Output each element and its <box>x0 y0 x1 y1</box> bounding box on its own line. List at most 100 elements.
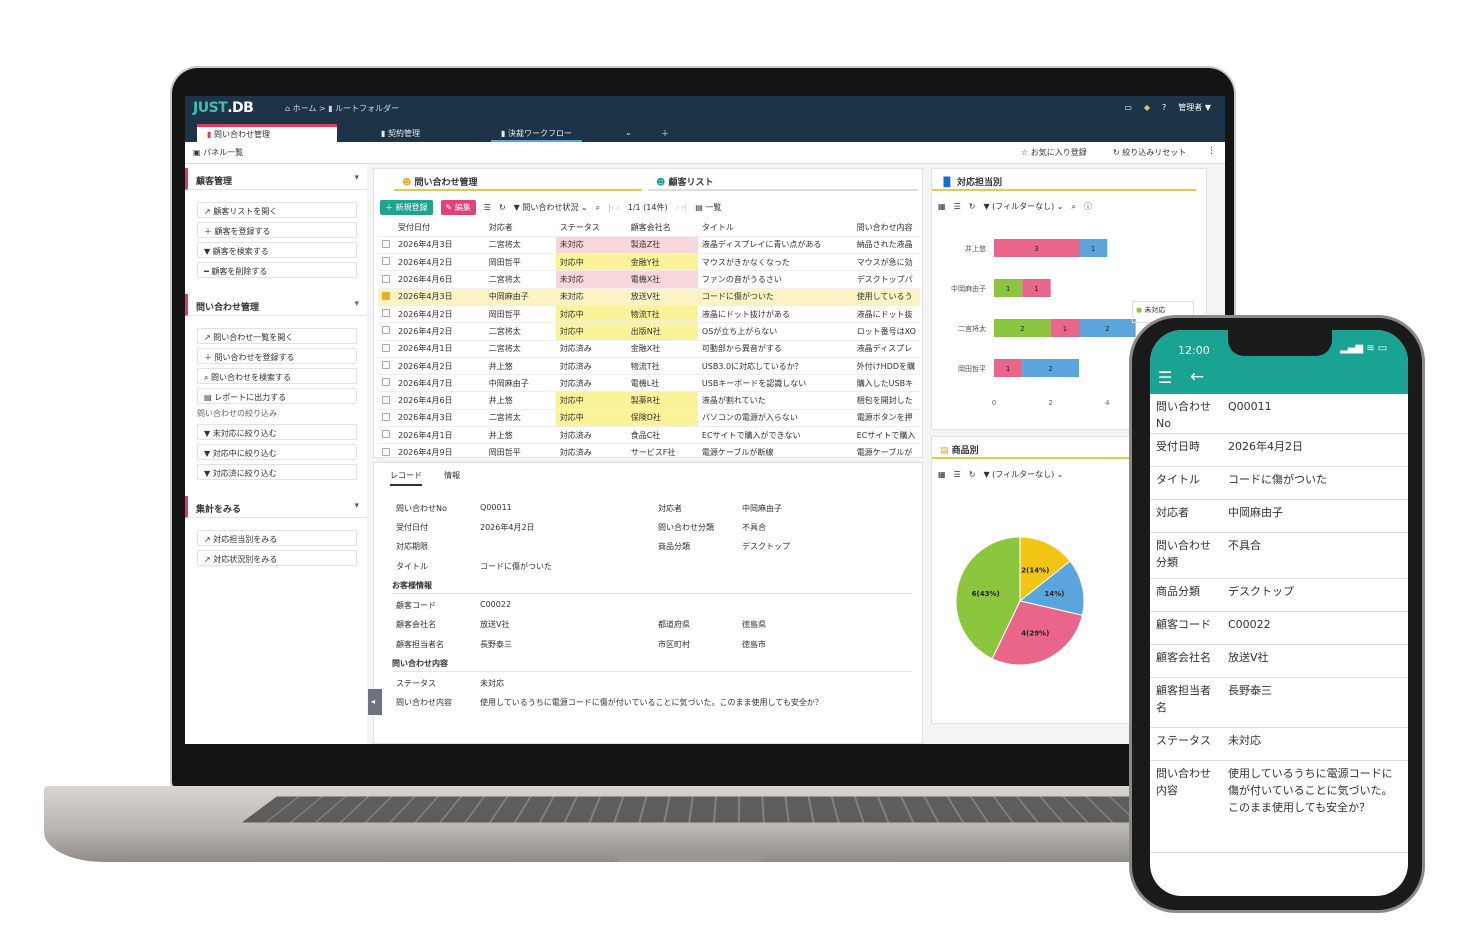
table-row[interactable]: 2026年4月1日 二宮将太 対応済み 金融X社 可動部から異音がする 液晶ディスプレ <box>378 340 920 357</box>
table-cell: 対応中 <box>556 254 627 271</box>
chart-filter-select[interactable]: ▼ (フィルターなし) ⌄ <box>983 201 1063 212</box>
phone-field-row: 商品分類 デスクトップ <box>1150 579 1408 612</box>
refresh-icon[interactable]: ↻ <box>969 202 976 211</box>
table-cell: 出版N社 <box>627 323 698 340</box>
sidebar-item[interactable]: ＋ 問い合わせを登録する <box>197 348 357 364</box>
user-menu[interactable]: 管理者 ▼ <box>1178 102 1211 113</box>
row-checkbox[interactable] <box>378 357 394 374</box>
sidebar-section-customer[interactable]: 顧客管理 ▾ <box>185 168 367 190</box>
info-icon[interactable]: ⓘ <box>1084 201 1092 212</box>
badge-icon[interactable]: ◆ <box>1144 103 1150 112</box>
panel-tab-customer[interactable]: ☻ 顧客リスト <box>648 169 918 191</box>
next-page-icon[interactable]: › ›| <box>676 203 688 212</box>
table-cell: 二宮将太 <box>485 323 556 340</box>
table-row[interactable]: 2026年4月3日 二宮将太 対応中 保険D社 パソコンの電源が入らない 電源ボタンを押 <box>378 409 920 426</box>
header-cell[interactable]: 受付日付 <box>394 219 485 236</box>
search-icon[interactable]: ⌕ <box>596 203 600 213</box>
row-checkbox[interactable] <box>378 409 394 426</box>
refresh-icon[interactable]: ↻ <box>969 470 976 479</box>
chat-icon[interactable]: ▭ <box>1124 103 1132 112</box>
tab-info[interactable]: 情報 <box>444 470 460 481</box>
table-row[interactable]: 2026年4月6日 二宮将太 未対応 電機X社 ファンの音がうるさい デスクトップパ <box>378 271 920 288</box>
pie-filter-select[interactable]: ▼ (フィルターなし) ⌄ <box>983 469 1063 480</box>
menu-icon[interactable]: ☰ <box>954 470 961 479</box>
sidebar-section-inquiry[interactable]: 問い合わせ管理 ▾ <box>185 294 367 316</box>
row-checkbox[interactable] <box>378 375 394 392</box>
search-icon[interactable]: ⌕ <box>1071 202 1075 212</box>
add-tab-icon[interactable]: ＋ <box>651 124 679 142</box>
more-icon[interactable]: ⋮ <box>1207 146 1216 156</box>
table-row[interactable]: 2026年4月2日 岡田哲平 対応中 物流T社 液晶にドット抜けがある 液晶にドット抜 <box>378 305 920 322</box>
paging-info: 1/1 (14件) <box>628 202 668 213</box>
tab-record[interactable]: レコード <box>390 470 422 486</box>
tab-workflow[interactable]: ▮ 決裁ワークフロー <box>491 124 582 142</box>
table-row[interactable]: 2026年4月3日 二宮将太 未対応 製造Z社 液晶ディスプレイに青い点がある 納品された… <box>378 236 920 253</box>
row-checkbox[interactable] <box>378 444 394 461</box>
new-record-button[interactable]: ＋ 新規登録 <box>380 200 433 215</box>
collapse-toggle[interactable]: ◂ <box>368 689 382 715</box>
row-checkbox[interactable] <box>378 427 394 444</box>
table-row[interactable]: 2026年4月2日 岡田哲平 対応中 金融Y社 マウスがきかなくなった マウスが急に効 <box>378 254 920 271</box>
grid-icon[interactable]: ▦ <box>938 470 946 479</box>
header-cell[interactable]: ステータス <box>556 219 627 236</box>
first-page-icon[interactable]: |‹ ‹ <box>608 203 620 212</box>
table-row[interactable]: 2026年4月6日 井上悠 対応中 製薬R社 液晶が割れていた 梱包を開封した <box>378 392 920 409</box>
breadcrumb-folder[interactable]: ルートフォルダー <box>335 104 399 113</box>
sidebar-item[interactable]: ▤ レポートに出力する <box>197 388 357 404</box>
table-cell: 対応済み <box>556 357 627 374</box>
row-checkbox[interactable] <box>378 392 394 409</box>
section-label: 集計をみる <box>196 505 241 515</box>
favorite-button[interactable]: ☆ お気に入り登録 <box>1021 147 1087 158</box>
grid-icon[interactable]: ▦ <box>938 202 946 211</box>
sidebar-item[interactable]: ▼ 対応中に絞り込む <box>197 444 357 460</box>
header-cell[interactable]: 顧客会社名 <box>627 219 698 236</box>
sidebar-item[interactable]: ▼ 顧客を検索する <box>197 242 357 258</box>
header-cell[interactable]: タイトル <box>698 219 853 236</box>
header-cell[interactable]: 問い合わせ内容 <box>853 219 920 236</box>
tab-contract[interactable]: ▮ 契約管理 <box>371 124 430 142</box>
sidebar-item[interactable]: ↗ 対応担当別をみる <box>197 530 357 546</box>
sidebar-item[interactable]: ━ 顧客を削除する <box>197 262 357 278</box>
header-cell[interactable]: 対応者 <box>485 219 556 236</box>
table-row[interactable]: 2026年4月3日 中岡麻由子 未対応 放送V社 コードに傷がついた 使用しているう <box>378 288 920 305</box>
table-row[interactable]: 2026年4月7日 中岡麻由子 対応済み 電機L社 USBキーボードを認識しない 購入した… <box>378 375 920 392</box>
menu-icon[interactable]: ☰ <box>484 203 491 212</box>
table-row[interactable]: 2026年4月1日 井上悠 対応済み 食品C社 ECサイトで購入ができない ECサイトで購… <box>378 427 920 444</box>
table-cell: 納品された液晶 <box>853 236 920 253</box>
sidebar-item[interactable]: ↗ 問い合わせ一覧を開く <box>197 328 357 344</box>
sidebar-item[interactable]: ⌕ 問い合わせを検索する <box>197 368 357 384</box>
phone-field-label: 顧客コード <box>1156 616 1218 633</box>
edit-button[interactable]: ✎ 編集 <box>441 200 476 215</box>
row-checkbox[interactable] <box>378 323 394 340</box>
row-checkbox[interactable] <box>378 236 394 253</box>
tab-inquiry[interactable]: ▮ 問い合わせ管理 <box>197 124 337 142</box>
sidebar-item[interactable]: ↗ 顧客リストを開く <box>197 202 357 218</box>
sidebar-item[interactable]: ＋ 顧客を登録する <box>197 222 357 238</box>
sidebar-item[interactable]: ▼ 対応済に絞り込む <box>197 464 357 480</box>
breadcrumb-home[interactable]: ホーム > <box>293 104 326 113</box>
table-row[interactable]: 2026年4月9日 岡田哲平 対応済み サービスF社 電源ケーブルが断線 電源ケーブルが <box>378 444 920 461</box>
filter-select[interactable]: ▼ 問い合わせ状況 ⌄ <box>514 202 588 213</box>
menu-icon[interactable]: ☰ <box>954 202 961 211</box>
panel-tab-inquiry[interactable]: ☻ 問い合わせ管理 <box>394 169 642 191</box>
refresh-icon[interactable]: ↻ <box>499 203 506 212</box>
menu-icon[interactable]: ☰ <box>1158 368 1172 387</box>
help-icon[interactable]: ? <box>1162 103 1166 112</box>
tab-more-chevron-icon[interactable]: ⌄ <box>615 124 642 142</box>
table-row[interactable]: 2026年4月2日 二宮将太 対応中 出版N社 OSが立ち上がらない ロット番号はXO <box>378 323 920 340</box>
table-row[interactable]: 2026年4月2日 井上悠 対応済み 物流T社 USB3.0に対応しているか？ 外付けHD… <box>378 357 920 374</box>
filter-reset-button[interactable]: ↻ 絞り込みリセット <box>1113 147 1186 158</box>
row-checkbox[interactable] <box>378 254 394 271</box>
row-checkbox[interactable] <box>378 305 394 322</box>
panel-list-button[interactable]: ▣ パネル一覧 <box>193 147 243 158</box>
sidebar-item[interactable]: ↗ 対応状況別をみる <box>197 550 357 566</box>
row-checkbox[interactable] <box>378 340 394 357</box>
app-logo[interactable]: JUST.DB <box>193 100 253 116</box>
view-select[interactable]: ▤ 一覧 <box>695 202 721 213</box>
row-checkbox[interactable] <box>378 288 394 305</box>
back-arrow-icon[interactable]: ← <box>1190 367 1204 387</box>
row-checkbox[interactable] <box>378 271 394 288</box>
sidebar-item[interactable]: ▼ 未対応に絞り込む <box>197 424 357 440</box>
sidebar-section-stats[interactable]: 集計をみる ▾ <box>185 496 367 518</box>
value-pref: 徳島県 <box>742 619 766 630</box>
